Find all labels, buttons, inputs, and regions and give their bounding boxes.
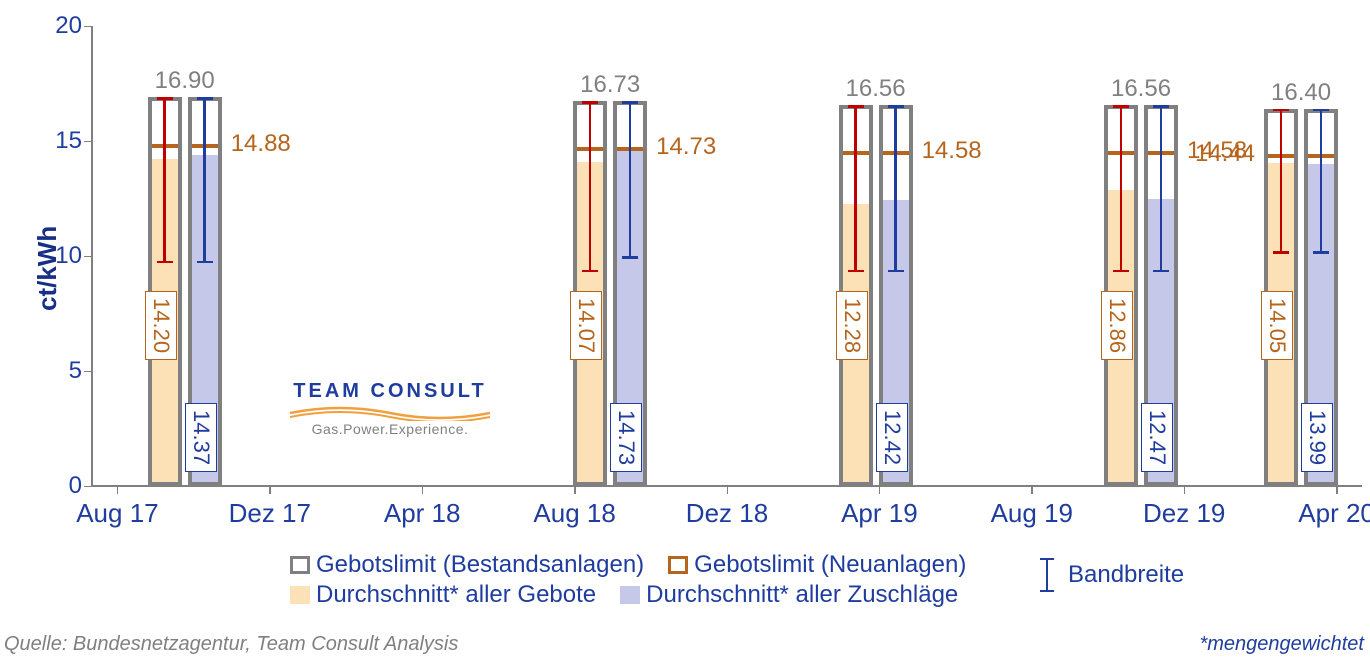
- x-tick: [117, 486, 119, 494]
- label-bestand: 16.40: [1251, 79, 1351, 107]
- logo-title: TEAM CONSULT: [290, 380, 490, 403]
- whisker-gebote-cap: [582, 101, 598, 104]
- legend-label: Durchschnitt* aller Gebote: [316, 581, 596, 609]
- bandbreite-icon: [1040, 558, 1054, 592]
- x-tick: [574, 486, 576, 494]
- whisker-zuschlaege-cap: [1313, 251, 1329, 254]
- x-tick-label: Aug 17: [57, 498, 177, 529]
- x-tick: [1336, 486, 1338, 494]
- legend-label: Durchschnitt* aller Zuschläge: [646, 581, 958, 609]
- y-tick: [84, 26, 92, 28]
- whisker-zuschlaege: [1160, 105, 1163, 270]
- y-tick: [84, 141, 92, 143]
- legend-row: Durchschnitt* aller Gebote Durchschnitt* …: [290, 580, 984, 610]
- x-tick: [269, 486, 271, 494]
- y-tick-label: 20: [32, 12, 82, 40]
- plot-area: 05101520ct/kWhAug 17Dez 17Apr 18Aug 18De…: [92, 26, 1362, 486]
- logo-sub: Gas.Power.Experience.: [290, 421, 490, 437]
- x-tick-label: Aug 19: [972, 498, 1092, 529]
- whisker-zuschlaege-cap: [1153, 105, 1169, 108]
- x-tick-label: Dez 17: [210, 498, 330, 529]
- label-gebote-avg: 14.07: [570, 291, 602, 360]
- label-gebote-avg: 14.20: [145, 291, 177, 360]
- y-axis-label: ct/kWh: [32, 226, 63, 311]
- legend: Gebotslimit (Bestandsanlagen) Gebotslimit…: [290, 550, 984, 610]
- y-tick: [84, 256, 92, 258]
- x-tick-label: Dez 18: [667, 498, 787, 529]
- label-zuschlaege-avg: 14.37: [185, 403, 217, 472]
- whisker-zuschlaege-cap: [1153, 270, 1169, 273]
- whisker-gebote-cap: [1273, 109, 1289, 112]
- whisker-zuschlaege-cap: [888, 270, 904, 273]
- whisker-zuschlaege: [1320, 109, 1323, 252]
- whisker-zuschlaege: [894, 105, 897, 270]
- whisker-gebote-cap: [582, 270, 598, 273]
- whisker-gebote-cap: [157, 97, 173, 100]
- whisker-gebote-cap: [1113, 105, 1129, 108]
- legend-swatch: [290, 586, 310, 604]
- legend-label: Gebotslimit (Bestandsanlagen): [316, 551, 644, 579]
- whisker-gebote-cap: [157, 261, 173, 264]
- label-neu: 14.44: [1175, 140, 1255, 168]
- label-neu: 14.58: [922, 137, 1002, 165]
- legend-swatch: [290, 556, 310, 574]
- label-bestand: 16.73: [560, 71, 660, 99]
- whisker-zuschlaege: [629, 101, 632, 256]
- y-tick-label: 0: [32, 472, 82, 500]
- label-zuschlaege-avg: 12.47: [1141, 403, 1173, 472]
- whisker-gebote-cap: [848, 105, 864, 108]
- x-tick: [1184, 486, 1186, 494]
- footer-source: Quelle: Bundesnetzagentur, Team Consult …: [4, 633, 458, 656]
- legend-row: Gebotslimit (Bestandsanlagen) Gebotslimit…: [290, 550, 984, 580]
- y-tick: [84, 486, 92, 488]
- label-gebote-avg: 12.28: [836, 291, 868, 360]
- x-tick-label: Dez 19: [1124, 498, 1244, 529]
- x-tick-label: Apr 18: [362, 498, 482, 529]
- whisker-gebote-cap: [1113, 270, 1129, 273]
- chart-container: 05101520ct/kWhAug 17Dez 17Apr 18Aug 18De…: [0, 0, 1370, 662]
- y-tick-label: 15: [32, 127, 82, 155]
- logo: TEAM CONSULT Gas.Power.Experience.: [290, 380, 490, 437]
- label-zuschlaege-avg: 13.99: [1301, 403, 1333, 472]
- legend-swatch: [668, 556, 688, 574]
- label-gebote-avg: 12.86: [1101, 291, 1133, 360]
- label-neu: 14.88: [231, 130, 311, 158]
- label-zuschlaege-avg: 14.73: [610, 403, 642, 472]
- label-bestand: 16.90: [135, 67, 235, 95]
- x-tick: [1031, 486, 1033, 494]
- x-tick: [422, 486, 424, 494]
- x-tick-label: Apr 20: [1277, 498, 1370, 529]
- legend-swatch: [620, 586, 640, 604]
- y-tick-label: 5: [32, 357, 82, 385]
- whisker-zuschlaege-cap: [622, 101, 638, 104]
- legend-bandbreite: Bandbreite: [1040, 558, 1184, 592]
- x-tick-label: Apr 19: [819, 498, 939, 529]
- whisker-gebote: [1280, 109, 1283, 252]
- whisker-zuschlaege-cap: [197, 261, 213, 264]
- footer-note: *mengengewichtet: [1199, 633, 1364, 656]
- x-tick: [727, 486, 729, 494]
- whisker-gebote: [1120, 105, 1123, 270]
- x-tick-label: Aug 18: [515, 498, 635, 529]
- whisker-gebote: [589, 101, 592, 270]
- y-tick: [84, 371, 92, 373]
- label-gebote-avg: 14.05: [1261, 291, 1293, 360]
- whisker-zuschlaege: [203, 97, 206, 260]
- whisker-gebote-cap: [848, 270, 864, 273]
- label-zuschlaege-avg: 12.42: [876, 403, 908, 472]
- whisker-gebote: [854, 105, 857, 270]
- legend-label: Gebotslimit (Neuanlagen): [694, 551, 966, 579]
- whisker-gebote-cap: [1273, 251, 1289, 254]
- whisker-zuschlaege-cap: [197, 97, 213, 100]
- whisker-zuschlaege-cap: [622, 256, 638, 259]
- whisker-zuschlaege-cap: [888, 105, 904, 108]
- bandbreite-label: Bandbreite: [1068, 561, 1184, 589]
- label-neu: 14.73: [656, 133, 736, 161]
- label-bestand: 16.56: [826, 75, 926, 103]
- x-tick: [879, 486, 881, 494]
- whisker-zuschlaege-cap: [1313, 109, 1329, 112]
- whisker-gebote: [163, 97, 166, 260]
- logo-wave: [290, 405, 490, 419]
- label-bestand: 16.56: [1091, 75, 1191, 103]
